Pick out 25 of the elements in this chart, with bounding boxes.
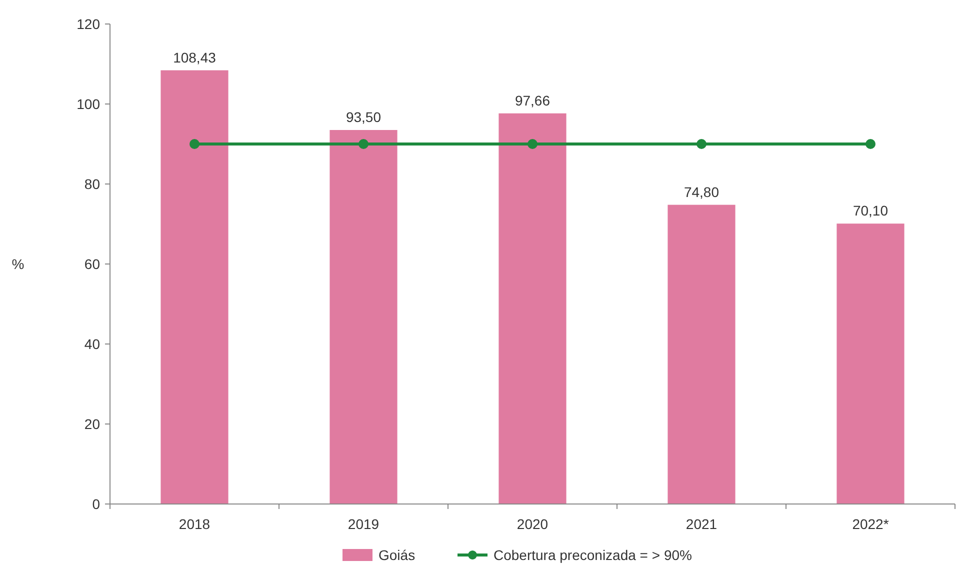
bar [836, 224, 904, 504]
y-tick-label: 20 [84, 416, 100, 432]
legend-label: Cobertura preconizada = > 90% [494, 547, 692, 563]
x-tick-label: 2020 [516, 516, 548, 532]
bar [498, 113, 566, 504]
data-label: 74,80 [684, 184, 720, 200]
bar [160, 70, 228, 504]
x-tick-label: 2019 [348, 516, 380, 532]
bar [668, 204, 736, 504]
y-tick-label: 100 [76, 96, 100, 112]
legend-label: Goiás [378, 547, 416, 563]
y-axis-title: % [12, 256, 24, 272]
data-label: 97,66 [514, 92, 550, 108]
bar [330, 130, 398, 504]
y-tick-label: 0 [92, 496, 100, 512]
data-label: 93,50 [346, 109, 382, 125]
y-tick-label: 80 [84, 176, 100, 192]
x-tick-label: 2018 [178, 516, 210, 532]
x-tick-label: 2022* [852, 516, 890, 532]
y-tick-label: 120 [76, 16, 100, 32]
x-tick-label: 2021 [686, 516, 718, 532]
y-tick-label: 40 [84, 336, 100, 352]
data-label: 70,10 [852, 202, 888, 219]
y-tick-label: 60 [84, 256, 100, 272]
data-label: 108,43 [173, 49, 216, 66]
